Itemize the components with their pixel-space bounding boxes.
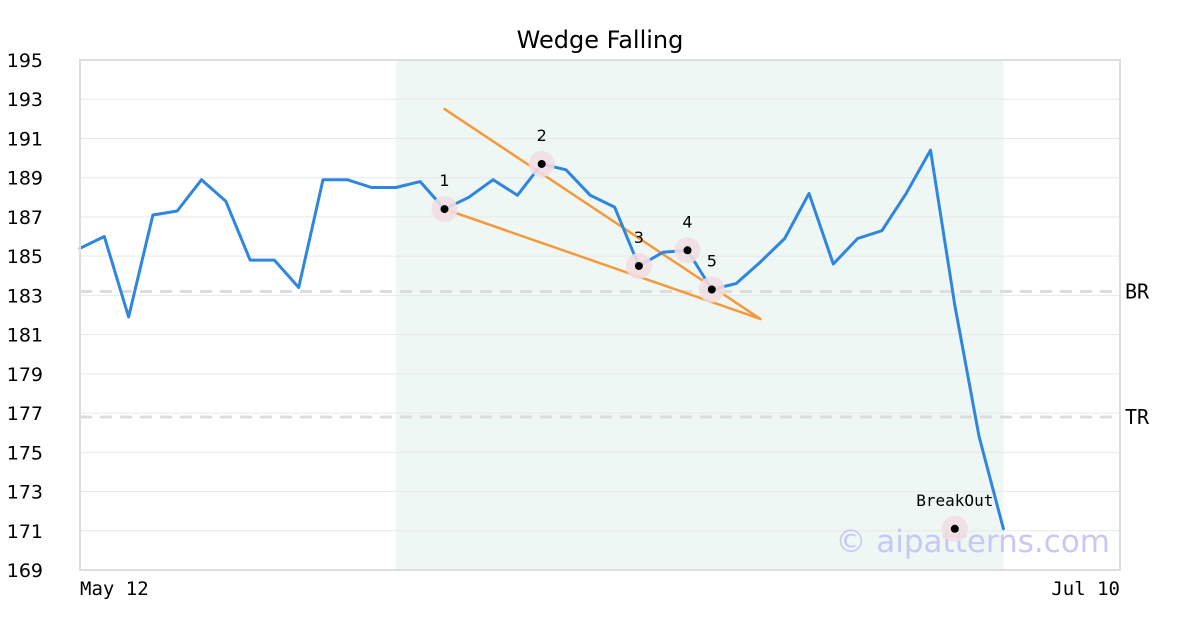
watermark: © aipatterns.com: [835, 524, 1110, 560]
pivot-label: 1: [439, 171, 449, 190]
pivot-point: [440, 205, 449, 214]
pivot-label: 5: [707, 252, 717, 271]
level-lines: BR TR: [80, 279, 1150, 429]
y-tick-label: 183: [7, 285, 43, 307]
gridlines: [80, 59, 1120, 571]
pivot-point: [634, 261, 643, 270]
pivot-point: [537, 159, 546, 168]
breakout-label: BreakOut: [916, 491, 993, 510]
pivot-point: [707, 285, 716, 294]
pivot-label: 4: [682, 212, 692, 231]
y-tick-label: 189: [7, 168, 43, 190]
y-tick-label: 175: [7, 442, 43, 464]
y-tick-label: 195: [7, 50, 43, 72]
y-tick-label: 191: [7, 128, 43, 150]
y-tick-label: 181: [7, 325, 43, 347]
x-tick-label: May 12: [80, 578, 149, 600]
level-label-tr: TR: [1125, 405, 1150, 429]
y-tick-label: 193: [7, 89, 43, 111]
y-tick-label: 169: [7, 560, 43, 582]
x-axis-ticks: May 12 Jul 10: [80, 578, 1120, 600]
pivot-markers: 1 2 3 4 5 BreakOut: [431, 126, 993, 542]
y-tick-label: 177: [7, 403, 43, 425]
y-tick-label: 179: [7, 364, 43, 386]
plot-frame: [79, 59, 1121, 571]
y-tick-label: 187: [7, 207, 43, 229]
y-tick-label: 171: [7, 521, 43, 543]
y-tick-label: 173: [7, 482, 43, 504]
chart-title: Wedge Falling: [517, 26, 684, 54]
pivot-label: 3: [634, 228, 644, 247]
level-label-br: BR: [1125, 279, 1150, 303]
y-tick-label: 185: [7, 246, 43, 268]
x-tick-label: Jul 10: [1051, 578, 1120, 600]
y-axis-ticks: 169 171 173 175 177 179 181 183 185 187 189 191 193 1…: [7, 50, 43, 582]
pivot-point: [683, 246, 692, 255]
pivot-label: 2: [537, 126, 547, 145]
breakout-point: [950, 524, 959, 533]
